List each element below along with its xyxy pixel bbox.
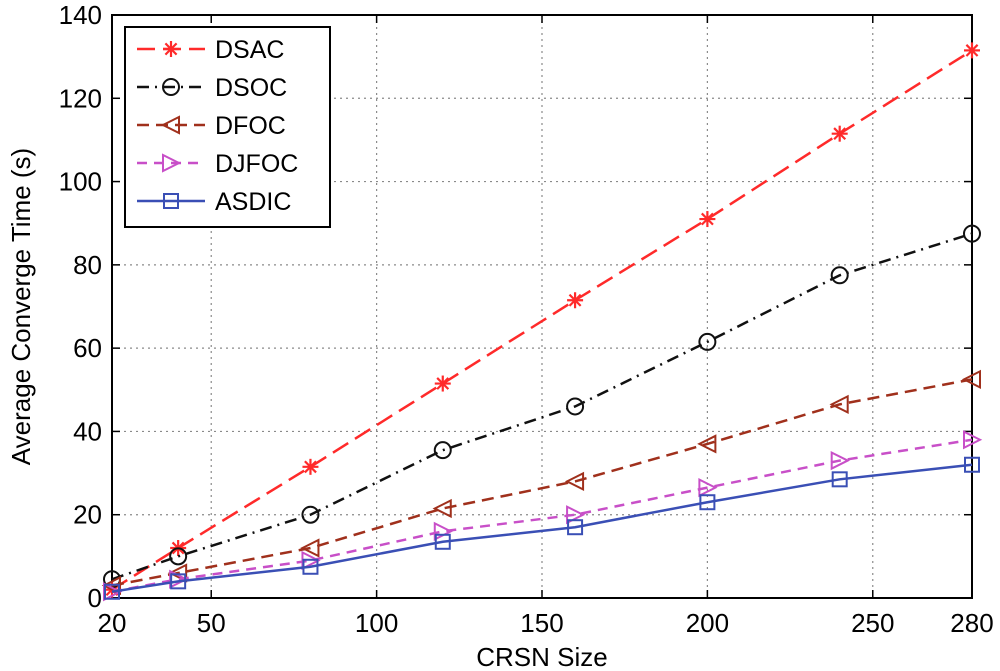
data-point-djfoc [963,430,983,450]
legend-entry-dfoc: DFOC [137,112,286,140]
y-tick-label: 120 [59,83,102,113]
legend-marker [163,193,179,209]
series-dsoc [103,224,981,589]
y-tick-label: 60 [73,333,102,363]
data-point-dfoc [432,498,452,519]
data-point-dsac [831,125,848,142]
data-point-dsoc [963,224,981,243]
series-asdic [104,456,980,600]
data-point-asdic [699,494,716,511]
y-tick-label: 40 [73,416,102,446]
legend-marker [162,78,180,96]
legend-label: DJFOC [215,150,298,178]
x-axis-label: CRSN Size [476,642,607,671]
series-dfoc [101,369,981,596]
data-point-dfoc [961,369,981,389]
data-point-dsoc [169,547,188,566]
y-tick-label: 80 [73,250,102,280]
data-point-dsac [699,211,716,228]
data-point-asdic [964,456,980,473]
x-tick-label: 280 [950,608,993,638]
data-point-dsac-stroke [701,212,714,226]
data-point-dfoc [564,471,585,492]
data-point-dsac [567,292,584,309]
data-point-dsoc [301,505,320,524]
data-point-asdic [567,519,584,536]
series-line-dfoc [111,378,973,587]
legend-entry-dsoc: DSOC [137,74,287,102]
legend-marker [162,153,182,173]
series-line-djfoc [111,438,973,593]
y-tick-label: 20 [73,500,102,530]
legend-label: DSOC [215,74,287,102]
data-point-dfoc [167,563,188,583]
data-point-asdic [170,573,187,590]
data-point-asdic [434,533,451,550]
data-point-djfoc [566,505,586,525]
data-point-asdic [831,471,848,488]
legend-marker [160,115,180,135]
series-layer [101,42,983,602]
legend-box [124,26,331,228]
data-point-dsac-stroke [965,44,979,57]
data-point-dsac-stroke [304,460,317,474]
series-line-dsac [111,49,973,591]
y-tick-label: 140 [59,0,102,30]
x-tick-label: 100 [355,608,398,638]
legend-label: ASDIC [215,188,291,216]
legend-marker [163,41,179,57]
data-point-dsac-stroke [436,377,450,390]
legend-marker-stroke [164,42,178,56]
data-point-dsac [434,375,451,392]
data-point-dsac-stroke [833,127,847,141]
data-point-dfoc [829,394,849,414]
legend: DSAC DSOC DFOC DJFOC ASDIC [124,26,331,228]
data-point-dsac [302,458,319,475]
x-tick-label: 50 [197,608,226,638]
x-tick-label: 20 [98,608,127,638]
legend-entry-dsac: DSAC [137,36,284,64]
legend-label: DSAC [215,36,284,64]
legend-entry-djfoc: DJFOC [137,150,298,178]
x-tick-label: 200 [686,608,729,638]
x-tick-label: 250 [851,608,894,638]
data-point-dfoc [697,434,717,454]
data-point-asdic [104,583,120,600]
legend-entry-asdic: ASDIC [137,188,291,216]
series-line-asdic [111,463,973,593]
data-point-djfoc [698,478,718,498]
data-point-dsac-stroke [568,293,582,307]
data-point-dsoc [698,332,717,351]
data-point-dsac [964,42,980,59]
data-point-djfoc [830,450,850,471]
data-point-asdic [302,558,319,575]
data-point-dfoc [300,538,320,558]
data-point-dsoc [566,397,585,416]
y-tick-label: 0 [88,583,102,613]
data-point-dsoc [830,266,849,285]
legend-label: DFOC [215,112,286,140]
y-axis-label: Average Converge Time (s) [6,148,36,465]
x-tick-label: 150 [520,608,563,638]
data-point-dsoc [433,441,452,460]
y-tick-label: 100 [59,167,102,197]
series-line-dsoc [111,232,973,581]
